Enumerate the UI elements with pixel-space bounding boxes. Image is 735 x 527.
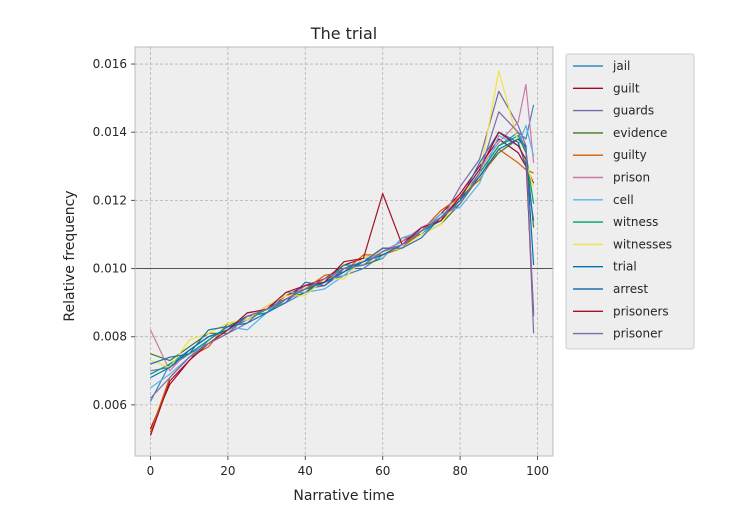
x-tick-label: 100 [526,464,549,478]
x-tick-label: 40 [298,464,313,478]
y-tick-label: 0.012 [93,193,127,207]
legend-label-evidence: evidence [613,126,667,140]
legend-label-arrest: arrest [613,282,648,296]
legend-box [565,53,695,350]
legend: jail guilt guards evidence guilty prison cell w… [565,53,695,350]
y-tick-label: 0.014 [93,125,127,139]
legend-label-trial: trial [613,260,637,274]
y-tick-label: 0.010 [93,262,127,276]
x-tick-label: 80 [452,464,467,478]
legend-label-prison: prison [613,171,650,185]
plot-frame [134,46,554,457]
y-tick-label: 0.006 [93,398,127,412]
series-line-guilty [149,148,534,433]
x-tick-label: 60 [375,464,390,478]
legend-label-witness: witness [613,215,658,229]
legend-label-prisoners: prisoners [613,304,669,318]
x-tick-label: 0 [147,464,155,478]
legend-label-cell: cell [613,193,634,207]
series-line-prisoners [149,131,535,436]
legend-label-guilt: guilt [613,81,640,95]
plot-area [135,47,553,456]
legend-label-guards: guards [613,104,654,118]
legend-label-witnesses: witnesses [613,237,672,251]
x-axis-ticks: 0 20 40 60 80 100 [147,456,549,478]
chart-title: The trial [310,24,377,43]
series-line-arrest [150,131,535,365]
y-axis-label: Relative frequency [62,190,78,321]
x-tick-label: 20 [220,464,235,478]
legend-label-jail: jail [612,59,630,73]
y-axis-ticks: 0.006 0.008 0.010 0.012 0.014 0.016 [93,57,135,412]
legend-label-prisoner: prisoner [613,327,662,341]
series-line-prisoner [150,111,535,399]
x-axis-label: Narrative time [293,488,394,504]
series-lines [149,70,535,436]
legend-label-guilty: guilty [613,148,647,162]
y-tick-label: 0.016 [93,57,127,71]
y-tick-label: 0.008 [93,330,127,344]
grid-lines [135,47,553,456]
